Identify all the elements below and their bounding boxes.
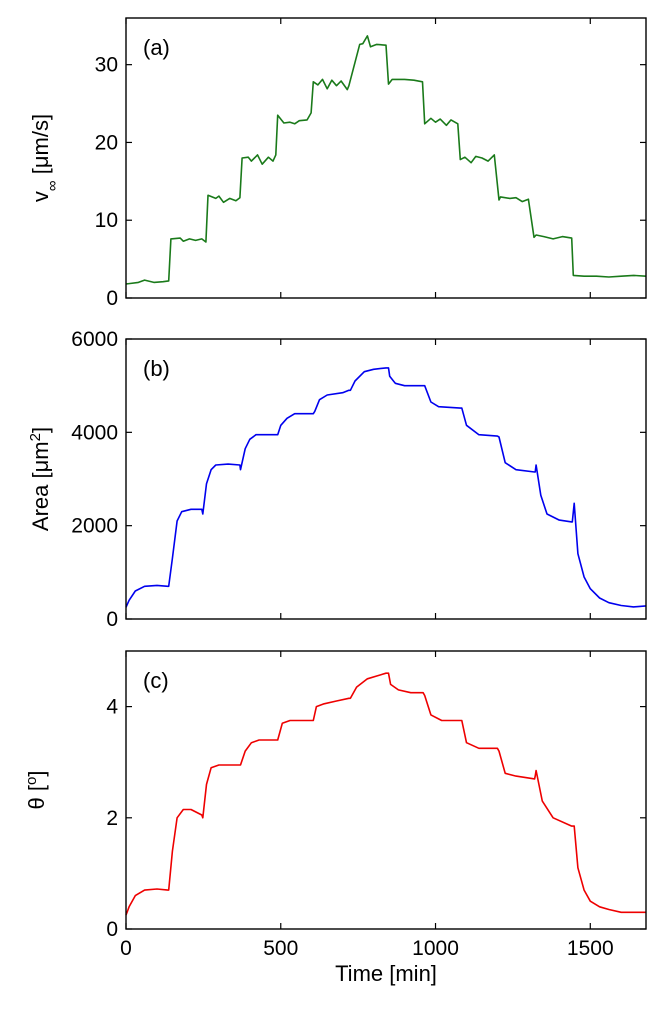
series-line-velocity [125, 35, 647, 285]
y-tick-label-a: 0 [106, 287, 118, 310]
ticks-b: 0 2000 4000 6000 [71, 328, 646, 631]
panel-c: 0 2 4 0 500 1000 1500 (c) θ [o] Time [min] [23, 650, 647, 986]
y-label-b-sup: 2 [27, 433, 44, 441]
y-label-a-units: [μm/s] [28, 114, 53, 180]
y-tick-label-b: 0 [106, 608, 118, 631]
y-tick-label-c: 4 [106, 696, 118, 719]
x-tick-label: 500 [263, 937, 298, 960]
y-tick-label-a: 10 [95, 209, 118, 232]
axes-frame-b [125, 338, 647, 620]
axes-frame-a [125, 17, 647, 299]
y-label-a-main: v [28, 191, 53, 202]
y-tick-label-c: 0 [106, 918, 118, 941]
axes-frame-c [125, 650, 647, 930]
y-axis-label-c: θ [o] [23, 771, 50, 810]
x-tick-label: 1000 [412, 937, 459, 960]
panel-b: 0 2000 4000 6000 (b) Area [μm2] [27, 328, 647, 631]
ticks-a: 0 10 20 30 [95, 18, 646, 310]
y-axis-label-b: Area [μm2] [27, 427, 54, 531]
y-label-b-main: Area [μm [28, 441, 53, 531]
series-line-area [125, 367, 647, 608]
y-label-b-end: ] [28, 427, 53, 433]
y-label-c-main: θ [ [24, 785, 49, 809]
panel-label-a: (a) [143, 35, 170, 60]
x-axis-label: Time [min] [335, 961, 437, 986]
y-tick-label-b: 4000 [71, 421, 118, 444]
panel-a: 0 10 20 30 (a) v∞ [μm/s] [28, 17, 647, 310]
panel-label-c: (c) [143, 668, 169, 693]
y-label-c-sup: o [23, 777, 40, 785]
y-label-a-sub: ∞ [44, 180, 61, 191]
panel-label-b: (b) [143, 356, 170, 381]
y-tick-label-a: 30 [95, 54, 118, 77]
y-tick-label-c: 2 [106, 807, 118, 830]
y-tick-label-a: 20 [95, 131, 118, 154]
y-axis-label-a: v∞ [μm/s] [28, 114, 61, 202]
ticks-c: 0 2 4 0 500 1000 1500 [106, 651, 646, 960]
y-tick-label-b: 2000 [71, 515, 118, 538]
y-label-c-end: ] [24, 771, 49, 777]
y-tick-label-b: 6000 [71, 328, 118, 351]
series-line-angle [125, 672, 646, 916]
x-tick-label: 1500 [567, 937, 614, 960]
x-tick-label: 0 [120, 937, 132, 960]
